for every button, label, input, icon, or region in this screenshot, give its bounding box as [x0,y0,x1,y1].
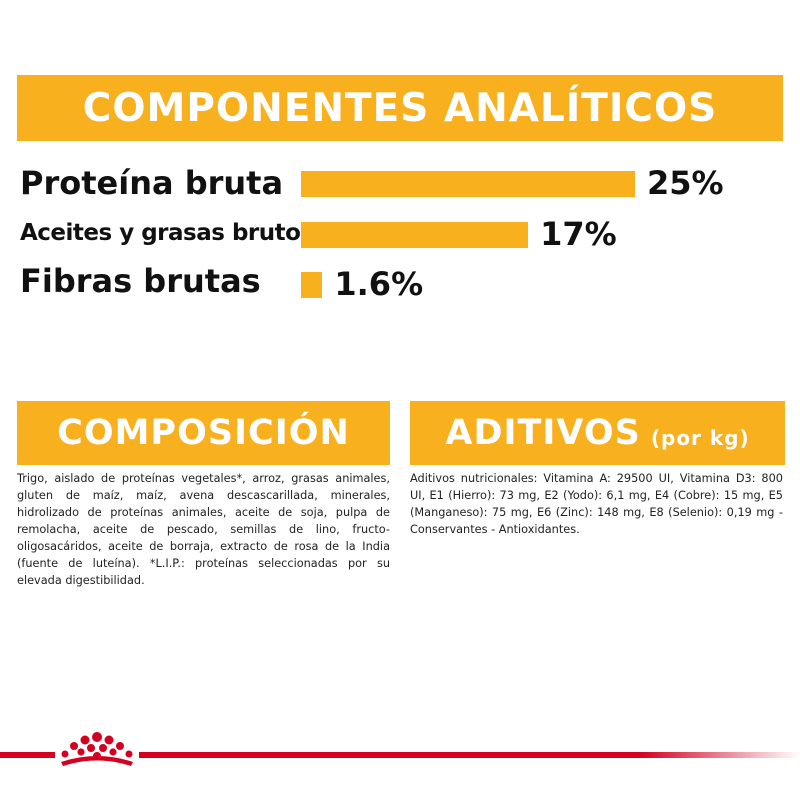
value-fiber: 1.6% [334,265,424,303]
footer-red-line [0,752,800,758]
additives-title-banner: ADITIVOS (por kg) [410,401,785,465]
row-label-protein: Proteína bruta [20,164,284,202]
bar-protein [301,171,635,197]
composition-title-banner: COMPOSICIÓN [17,401,390,465]
additives-subtitle: (por kg) [650,426,750,450]
composition-title: COMPOSICIÓN [57,413,350,453]
analytics-title-banner: COMPONENTES ANALÍTICOS [17,75,783,141]
additives-title: ADITIVOS [445,413,641,453]
composition-text: Trigo, aislado de proteínas vegetales*, … [17,472,390,587]
value-fat: 17% [540,215,617,253]
row-label-fat: Aceites y grasas brutos [20,220,314,246]
value-protein: 25% [647,164,724,202]
bar-fiber [301,272,323,298]
royal-canin-crown-icon [55,728,139,774]
additives-text: Aditivos nutricionales: Vitamina A: 2950… [410,472,783,536]
row-label-fiber: Fibras brutas [20,262,261,300]
bar-fat [301,222,529,248]
analytics-title: COMPONENTES ANALÍTICOS [82,85,718,131]
